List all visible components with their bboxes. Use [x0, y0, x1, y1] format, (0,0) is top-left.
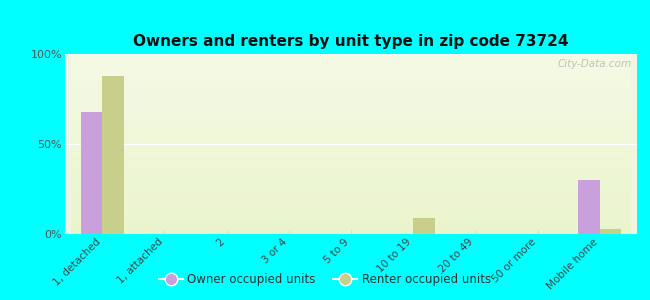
- Title: Owners and renters by unit type in zip code 73724: Owners and renters by unit type in zip c…: [133, 34, 569, 49]
- Text: City-Data.com: City-Data.com: [557, 59, 631, 69]
- Bar: [600, 229, 621, 234]
- Bar: [578, 180, 600, 234]
- Bar: [102, 76, 124, 234]
- Legend: Owner occupied units, Renter occupied units: Owner occupied units, Renter occupied un…: [154, 269, 496, 291]
- Bar: [413, 218, 435, 234]
- Bar: [81, 112, 102, 234]
